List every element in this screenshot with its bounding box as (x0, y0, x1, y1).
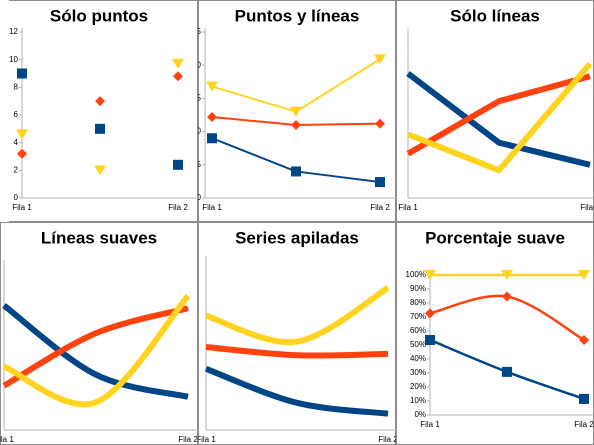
chart-title: Sólo puntos (50, 6, 148, 25)
chart-panel: Sólo puntos 0 2 4 6 8 10 12 Fila 1 Fila 2 (9, 0, 198, 222)
x-tick-label: Fila 1 (398, 203, 418, 212)
marker-diamond (291, 119, 301, 130)
x-tick-label: Fila 1 (420, 420, 440, 429)
chart-title: Porcentaje suave (425, 228, 565, 247)
marker-triangle (290, 106, 302, 117)
y-tick-label: 30% (410, 368, 426, 377)
chart-panel: Líneas suaves Fila 1 Fila 2 (0, 222, 198, 445)
x-tick-label: Fila 1 (196, 435, 216, 444)
y-tick-label: 6 (14, 110, 19, 119)
y-tick-label: 0 (14, 193, 19, 202)
y-tick-label: 90% (410, 284, 426, 293)
marker-diamond (375, 118, 385, 129)
marker-triangle (501, 270, 513, 280)
y-tick-label: 20% (410, 382, 426, 391)
y-tick-label: 10% (410, 396, 426, 405)
marker-triangle (94, 165, 106, 176)
marker-diamond (502, 291, 512, 302)
marker-diamond (95, 96, 105, 107)
marker-square (17, 68, 27, 79)
y-tick-label: 15 (192, 94, 201, 103)
chart-title: Series apiladas (235, 228, 359, 247)
marker-square (207, 133, 217, 144)
series-line (2, 305, 189, 389)
y-tick-label: 20 (192, 60, 201, 69)
x-tick-label: Fila 2 (580, 203, 594, 212)
y-tick-label: 25 (192, 27, 201, 36)
series-line (406, 71, 591, 168)
marker-square (502, 366, 512, 377)
marker-triangle (424, 270, 436, 280)
marker-triangle (206, 81, 218, 92)
x-tick-label: Fila 2 (574, 420, 594, 429)
series-line (205, 344, 389, 359)
chart-panel: Porcentaje suave 0% 10% 20% 30% 40% 50% 60% 70% 8… (396, 222, 594, 445)
marker-square (173, 159, 183, 170)
marker-diamond (579, 334, 589, 345)
marker-diamond (207, 111, 217, 122)
x-tick-label: Fila 2 (378, 435, 398, 444)
marker-square (375, 177, 385, 188)
x-tick-label: Fila 1 (0, 435, 14, 444)
y-tick-label: 50% (410, 340, 426, 349)
x-tick-label: Fila 1 (12, 203, 32, 212)
y-tick-label: 40% (410, 354, 426, 363)
panel-border (396, 0, 594, 222)
y-tick-label: 100% (406, 270, 426, 279)
marker-square (425, 334, 435, 345)
chart-panel: Series apiladas Fila 1 Fila 2 (196, 222, 398, 445)
marker-square (95, 123, 105, 134)
marker-square (291, 166, 301, 177)
marker-triangle (374, 54, 386, 65)
x-tick-label: Fila 1 (202, 203, 222, 212)
y-tick-label: 4 (14, 138, 19, 147)
y-tick-label: 10 (192, 127, 201, 136)
y-tick-label: 70% (410, 312, 426, 321)
chart-panel: Puntos y líneas 0 5 10 15 20 25 Fila 1 Fila 2 (192, 0, 396, 222)
series-line (2, 293, 191, 408)
marker-diamond (425, 308, 435, 319)
chart-title: Puntos y líneas (235, 6, 360, 25)
y-tick-label: 10 (9, 55, 18, 64)
x-tick-label: Fila 2 (370, 203, 390, 212)
y-tick-label: 80% (410, 298, 426, 307)
y-tick-label: 60% (410, 326, 426, 335)
y-tick-label: 2 (14, 165, 19, 174)
chart-title: Sólo líneas (450, 6, 540, 25)
marker-triangle (172, 58, 184, 69)
marker-square (579, 393, 589, 404)
y-tick-label: 8 (14, 82, 19, 91)
series-line (205, 285, 390, 346)
series-line (406, 73, 591, 157)
y-tick-label: 5 (197, 160, 202, 169)
marker-triangle (16, 129, 28, 140)
marker-diamond (17, 148, 27, 159)
panel-border (9, 0, 198, 222)
y-tick-label: 12 (9, 27, 18, 36)
y-tick-label: 0 (197, 193, 202, 202)
marker-diamond (173, 71, 183, 82)
panel-border (396, 222, 594, 445)
chart-title: Líneas suaves (41, 228, 157, 247)
y-tick-label: 0% (414, 410, 426, 419)
x-tick-label: Fila 2 (168, 203, 188, 212)
marker-triangle (578, 270, 590, 280)
chart-panel: Sólo líneas Fila 1 Fila 2 (396, 0, 594, 222)
x-tick-label: Fila 2 (178, 435, 198, 444)
series-line (2, 303, 189, 400)
series-line (204, 365, 389, 417)
series-line (406, 61, 593, 174)
